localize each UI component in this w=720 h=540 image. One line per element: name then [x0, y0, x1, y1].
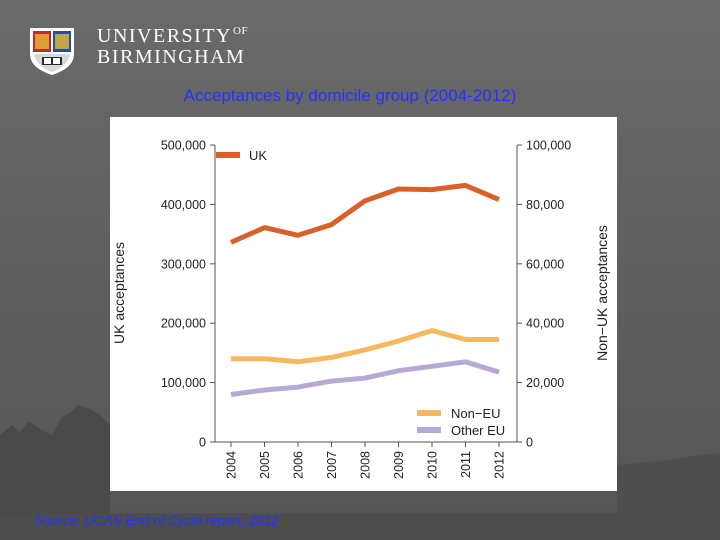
- x-tick-label: 2007: [325, 451, 339, 479]
- series-line-other-eu: [230, 359, 500, 397]
- legend-uk: UK: [216, 148, 267, 163]
- right-y-tick-label: 20,000: [526, 376, 564, 390]
- source-citation: Source: UCAS End of Cycle report, 2012: [34, 513, 279, 528]
- campus-skyline: [0, 405, 720, 540]
- x-tick-label: 2011: [459, 451, 473, 478]
- university-name-of: OF: [233, 25, 249, 38]
- legend-non-uk: Non−EU Other EU: [417, 406, 505, 438]
- x-ticks: 2004 2005 2006 2007 2008 2009 2010 2011 2012: [225, 442, 507, 479]
- legend-other-eu-label: Other EU: [451, 423, 505, 438]
- university-name-line2: BIRMINGHAM: [97, 46, 246, 68]
- left-y-tick-label: 200,000: [161, 317, 206, 331]
- right-y-tick-label: 0: [526, 436, 533, 450]
- series-line-non-eu: [231, 328, 499, 365]
- series-lines: [229, 182, 500, 397]
- x-tick-label: 2008: [359, 451, 373, 479]
- slide-title: Acceptances by domicile group (2004-2012…: [183, 86, 517, 105]
- x-tick-label: 2005: [258, 451, 272, 479]
- acceptances-line-chart: 0 100,000 200,000 300,000 400,000 500,000 0 20…: [111, 139, 610, 479]
- x-tick-label: 2006: [292, 451, 306, 479]
- x-tick-label: 2012: [493, 451, 507, 479]
- legend-uk-label: UK: [249, 148, 267, 163]
- university-crest-logo: [30, 28, 74, 75]
- university-name-line1: UNIVERSITYOF: [97, 25, 249, 47]
- right-y-tick-label: 100,000: [526, 139, 571, 153]
- right-y-tick-label: 80,000: [526, 198, 564, 212]
- right-axis-title: Non−UK acceptances: [594, 225, 610, 361]
- chart-panel: 0 100,000 200,000 300,000 400,000 500,000 0 20…: [110, 117, 617, 491]
- left-y-ticks: 0 100,000 200,000 300,000 400,000 500,000: [161, 139, 215, 450]
- left-y-tick-label: 100,000: [161, 376, 206, 390]
- x-tick-label: 2010: [426, 451, 440, 479]
- x-tick-label: 2009: [392, 451, 406, 479]
- left-axis-title: UK acceptances: [111, 242, 127, 344]
- right-y-ticks: 0 20,000 40,000 60,000 80,000 100,000: [517, 139, 571, 450]
- legend-non-eu-label: Non−EU: [451, 406, 501, 421]
- right-y-tick-label: 40,000: [526, 317, 564, 331]
- series-line-uk: [229, 182, 500, 245]
- x-tick-label: 2004: [225, 451, 239, 479]
- left-y-tick-label: 300,000: [161, 257, 206, 271]
- left-y-tick-label: 0: [199, 436, 206, 450]
- left-y-tick-label: 500,000: [161, 139, 206, 153]
- left-y-tick-label: 400,000: [161, 198, 206, 212]
- right-y-tick-label: 60,000: [526, 257, 564, 271]
